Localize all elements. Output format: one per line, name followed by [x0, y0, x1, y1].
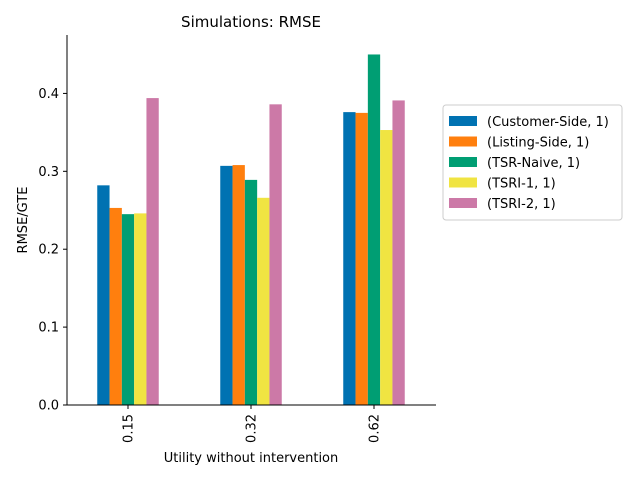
bar-tsri-1-1-0.32 — [257, 197, 270, 405]
bar-tsr-naive-1-0.15 — [121, 214, 135, 405]
legend-label: (Customer-Side, 1) — [487, 115, 609, 130]
bar-tsri-1-1-0.15 — [134, 213, 147, 405]
bar-listing-side-1-0.15 — [109, 207, 122, 405]
x-tick-label: 0.15 — [122, 414, 137, 443]
chart-title: Simulations: RMSE — [181, 13, 321, 31]
bar-tsri-2-1-0.62 — [392, 100, 405, 406]
bar-tsr-naive-1-0.32 — [244, 179, 258, 405]
x-tick-label: 0.32 — [245, 414, 260, 443]
bar-listing-side-1-0.32 — [232, 165, 245, 405]
x-axis-ticks: 0.15 0.32 0.62 — [122, 405, 383, 443]
legend-label: (Listing-Side, 1) — [487, 136, 589, 151]
legend-swatch — [449, 136, 477, 147]
x-tick-label: 0.62 — [368, 414, 383, 443]
y-tick-label: 0.1 — [38, 321, 59, 336]
legend-swatch — [449, 198, 477, 208]
legend-swatch — [449, 177, 477, 188]
y-tick-label: 0.4 — [38, 87, 59, 102]
y-axis-label: RMSE/GTE — [16, 187, 31, 254]
legend: (Customer-Side, 1) (Listing-Side, 1) (TSR-… — [442, 104, 623, 221]
legend-label: (TSRI-1, 1) — [487, 177, 556, 192]
bar-customer-side-1-0.15 — [97, 185, 110, 405]
y-tick-label: 0.0 — [38, 399, 59, 414]
bar-listing-side-1-0.62 — [355, 112, 368, 405]
bar-tsr-naive-1-0.62 — [367, 54, 381, 405]
bar-tsri-2-1-0.32 — [269, 104, 282, 405]
legend-label: (TSRI-2, 1) — [487, 197, 556, 212]
bars — [97, 54, 405, 406]
bar-customer-side-1-0.62 — [343, 112, 356, 406]
x-axis-label: Utility without intervention — [164, 451, 339, 466]
legend-frame — [442, 104, 623, 221]
y-axis-ticks: 0.0 0.1 0.2 0.3 0.4 — [38, 87, 67, 414]
bar-customer-side-1-0.32 — [220, 165, 233, 405]
legend-swatch — [449, 116, 477, 126]
legend-label: (TSR-Naive, 1) — [487, 156, 580, 171]
y-tick-label: 0.3 — [38, 165, 59, 180]
bar-tsri-1-1-0.62 — [380, 130, 393, 405]
y-tick-label: 0.2 — [38, 243, 59, 258]
legend-swatch — [449, 157, 477, 167]
bar-tsri-2-1-0.15 — [146, 98, 159, 405]
